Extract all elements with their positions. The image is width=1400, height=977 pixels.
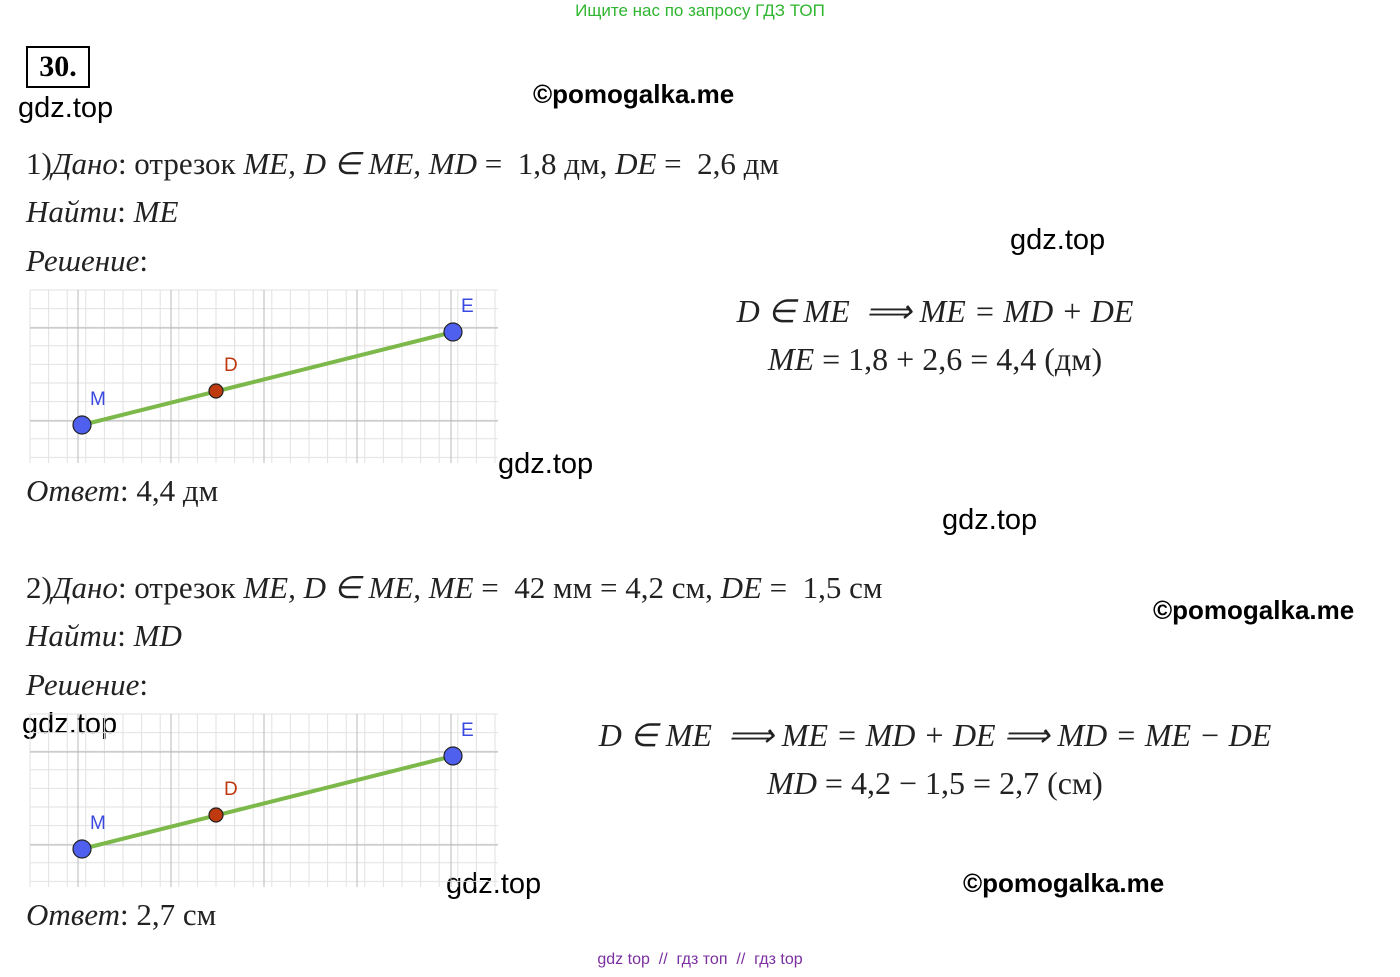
- text-part: Ответ: [26, 897, 120, 932]
- text-part: : 2,7 см: [119, 897, 217, 932]
- point-label: E: [461, 720, 474, 741]
- text-part: Ответ: [26, 473, 120, 508]
- formula: MD = 4,2 − 1,5 = 2,7 (см): [535, 765, 1335, 802]
- footer: gdz top // гдз топ // гдз top: [597, 951, 803, 968]
- text-part: : 4,4 дм: [119, 473, 219, 508]
- text-part: = 2,6 дм: [656, 146, 780, 181]
- watermark: ©pomogalka.me: [1153, 595, 1355, 625]
- watermark: gdz.top: [498, 448, 594, 480]
- point: [208, 807, 224, 823]
- text-part: :: [139, 667, 148, 702]
- text-part: Решение: [26, 243, 140, 278]
- text-part: :: [117, 618, 134, 653]
- text-part: = 1,8 + 2,6 = 4,4 (дм): [814, 341, 1103, 377]
- watermark: gdz.top: [22, 708, 118, 740]
- text-part: MD: [767, 765, 817, 801]
- text-part: D ∈ ME ⟹ ME = MD + DE ⟹ MD = ME − DE: [598, 717, 1272, 753]
- formula: ME = 1,8 + 2,6 = 4,4 (дм): [535, 341, 1335, 378]
- find-line: Найти: MD: [26, 618, 182, 654]
- text-part: ME: [767, 341, 815, 377]
- point-label: D: [224, 355, 238, 376]
- point-label: E: [461, 296, 474, 317]
- point-label: M: [90, 389, 106, 410]
- text-part: : отрезок: [117, 146, 244, 181]
- segment: [81, 754, 454, 851]
- point: [443, 322, 463, 342]
- text-part: MD: [133, 618, 182, 653]
- text-part: 1): [26, 146, 52, 181]
- formula: D ∈ ME ⟹ ME = MD + DE: [535, 292, 1335, 330]
- text-part: ME, D ∈ ME, ME: [243, 570, 474, 605]
- watermark: gdz.top: [942, 504, 1038, 536]
- find-line: Найти: ME: [26, 194, 178, 230]
- watermark: ©pomogalka.me: [963, 868, 1165, 898]
- text-part: = 1,8 дм,: [476, 146, 616, 181]
- watermark: ©pomogalka.me: [533, 79, 735, 109]
- text-part: :: [139, 243, 148, 278]
- banner: Ищите нас по запросу ГДЗ ТОП: [575, 1, 825, 20]
- point-label: M: [90, 813, 106, 834]
- segment: [81, 330, 454, 427]
- diagram: M D E: [29, 713, 498, 887]
- text-part: Дано: [51, 146, 118, 181]
- text-part: = 4,2 − 1,5 = 2,7 (см): [816, 765, 1103, 801]
- text-part: ME, D ∈ ME, MD: [243, 146, 477, 181]
- text-part: DE: [720, 570, 762, 605]
- text-part: Найти: [26, 618, 118, 653]
- given-line: 1)Дано: отрезок ME, D ∈ ME, MD = 1,8 дм,…: [26, 146, 779, 182]
- answer-line: Ответ: 2,7 см: [26, 897, 216, 933]
- watermark: gdz.top: [18, 92, 114, 124]
- text-part: = 42 мм = 4,2 см,: [473, 570, 721, 605]
- point: [72, 415, 92, 435]
- watermark: gdz.top: [1010, 224, 1106, 256]
- text-part: Дано: [51, 570, 118, 605]
- watermark: gdz.top: [446, 868, 542, 900]
- text-part: Решение: [26, 667, 140, 702]
- text-part: :: [117, 194, 134, 229]
- text-part: = 1,5 см: [761, 570, 883, 605]
- formula: D ∈ ME ⟹ ME = MD + DE ⟹ MD = ME − DE: [535, 716, 1335, 754]
- text-part: DE: [615, 146, 657, 181]
- text-part: : отрезок: [117, 570, 244, 605]
- diagram: M D E: [29, 289, 498, 463]
- text-part: ME: [133, 194, 179, 229]
- point: [208, 383, 224, 399]
- point-label: D: [224, 779, 238, 800]
- answer-line: Ответ: 4,4 дм: [26, 473, 218, 509]
- point: [443, 746, 463, 766]
- text-part: D ∈ ME ⟹ ME = MD + DE: [736, 293, 1134, 329]
- text-part: Найти: [26, 194, 118, 229]
- given-line: 2)Дано: отрезок ME, D ∈ ME, ME = 42 мм =…: [26, 570, 883, 606]
- point: [72, 839, 92, 859]
- solution-line: Решение:: [26, 667, 148, 703]
- problem-number: 30.: [26, 46, 90, 88]
- solution-line: Решение:: [26, 243, 148, 279]
- text-part: 2): [26, 570, 52, 605]
